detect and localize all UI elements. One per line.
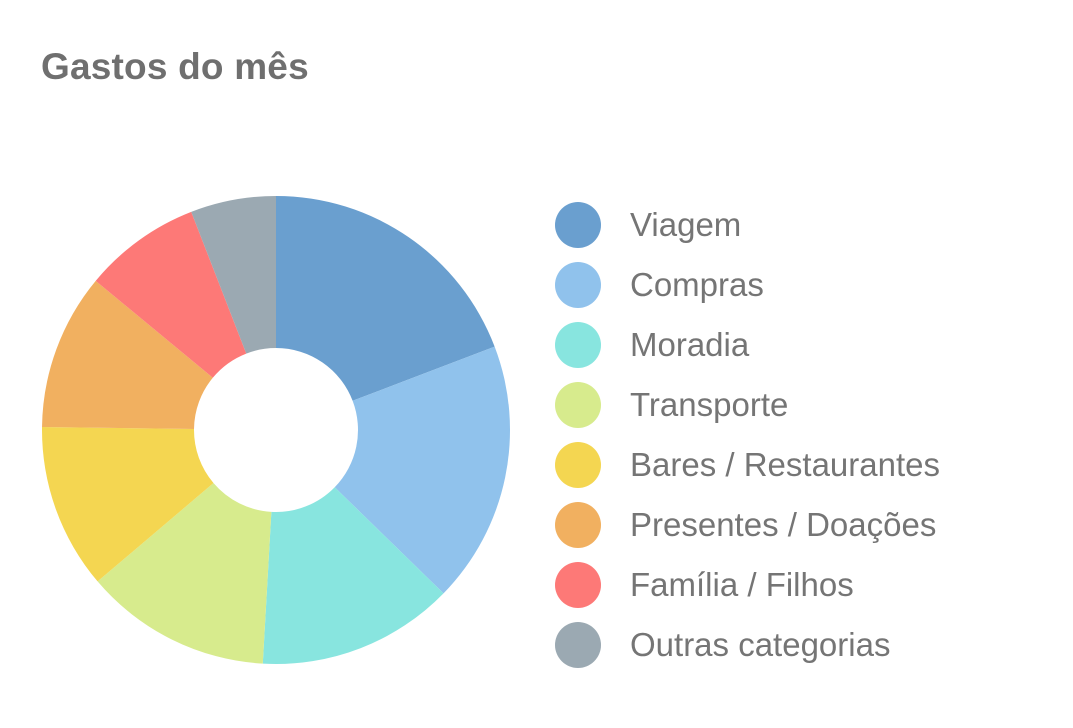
legend-label: Viagem [630,206,742,243]
legend-swatch [555,322,601,368]
donut-slice-moradia[interactable] [262,487,444,664]
legend-swatch [555,502,601,548]
legend-label: Presentes / Doações [630,506,937,543]
chart-title: Gastos do mês [41,46,309,87]
legend-label: Família / Filhos [630,566,854,603]
legend-label: Compras [630,266,764,303]
legend-item[interactable]: Outras categorias [555,615,940,675]
legend-item[interactable]: Presentes / Doações [555,495,940,555]
legend-item[interactable]: Compras [555,255,940,315]
legend-item[interactable]: Viagem [555,195,940,255]
legend-item[interactable]: Moradia [555,315,940,375]
legend-label: Moradia [630,326,750,363]
legend-label: Outras categorias [630,626,891,663]
donut-slice-compras[interactable] [334,346,511,594]
legend-swatch [555,622,601,668]
legend-item[interactable]: Família / Filhos [555,555,940,615]
legend-swatch [555,262,601,308]
donut-slice-presentes-doa-es[interactable] [42,280,213,429]
legend-item[interactable]: Transporte [555,375,940,435]
legend-swatch [555,562,601,608]
donut-slice-viagem[interactable] [276,196,495,401]
donut-slice-transporte[interactable] [97,483,272,664]
legend-label: Bares / Restaurantes [630,446,940,483]
legend-swatch [555,382,601,428]
chart-legend: Viagem Compras Moradia Transporte Bares / Re… [555,195,940,675]
legend-swatch [555,442,601,488]
donut-slice-bares-restaurantes[interactable] [41,427,214,582]
donut-slice-outras-categorias[interactable] [191,196,276,354]
legend-item[interactable]: Bares / Restaurantes [555,435,940,495]
donut-slice-fam-lia-filhos[interactable] [95,211,247,378]
legend-label: Transporte [630,386,789,423]
donut-chart [41,196,511,664]
legend-swatch [555,202,601,248]
